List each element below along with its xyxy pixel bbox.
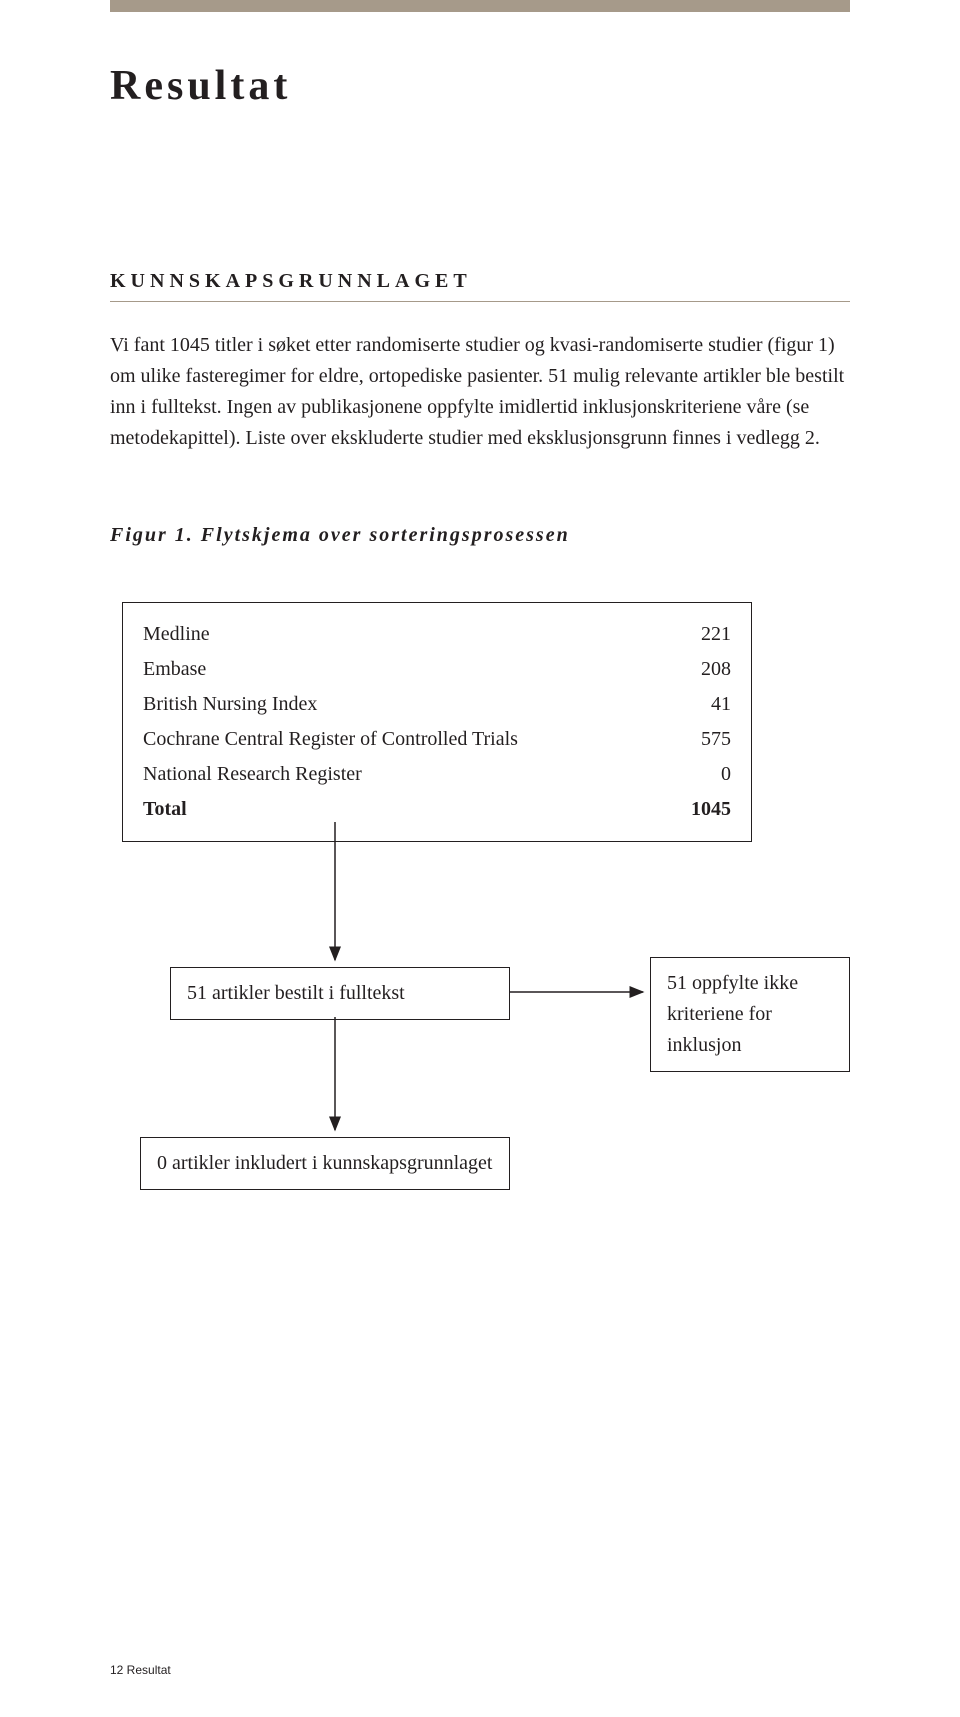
source-label: National Research Register xyxy=(143,757,651,792)
flowchart: Medline 221 Embase 208 British Nursing I… xyxy=(110,602,850,1252)
flowchart-sources-box: Medline 221 Embase 208 British Nursing I… xyxy=(122,602,752,842)
table-row: Medline 221 xyxy=(143,617,731,652)
sources-table: Medline 221 Embase 208 British Nursing I… xyxy=(143,617,731,827)
flowchart-fulltext-box: 51 artikler bestilt i fulltekst xyxy=(170,967,510,1020)
source-value: 221 xyxy=(651,617,731,652)
total-label: Total xyxy=(143,792,651,827)
flowchart-criteria-box: 51 oppfylte ikke kriteriene for inklusjo… xyxy=(650,957,850,1072)
top-accent-bar xyxy=(110,0,850,12)
source-label: Cochrane Central Register of Controlled … xyxy=(143,722,651,757)
page-footer: 12 Resultat xyxy=(110,1663,171,1677)
body-paragraph: Vi fant 1045 titler i søket etter random… xyxy=(110,330,850,454)
source-label: Medline xyxy=(143,617,651,652)
table-row: Cochrane Central Register of Controlled … xyxy=(143,722,731,757)
section-divider xyxy=(110,301,850,302)
table-row: British Nursing Index 41 xyxy=(143,687,731,722)
total-value: 1045 xyxy=(651,792,731,827)
source-label: Embase xyxy=(143,652,651,687)
source-label: British Nursing Index xyxy=(143,687,651,722)
section-heading: KUNNSKAPSGRUNNLAGET xyxy=(110,270,850,293)
table-row: National Research Register 0 xyxy=(143,757,731,792)
page-title: Resultat xyxy=(110,62,850,110)
source-value: 575 xyxy=(651,722,731,757)
table-row-total: Total 1045 xyxy=(143,792,731,827)
table-row: Embase 208 xyxy=(143,652,731,687)
flowchart-included-box: 0 artikler inkludert i kunnskapsgrunnlag… xyxy=(140,1137,510,1190)
figure-caption: Figur 1. Flytskjema over sorteringsprose… xyxy=(110,524,850,547)
source-value: 41 xyxy=(651,687,731,722)
source-value: 208 xyxy=(651,652,731,687)
source-value: 0 xyxy=(651,757,731,792)
